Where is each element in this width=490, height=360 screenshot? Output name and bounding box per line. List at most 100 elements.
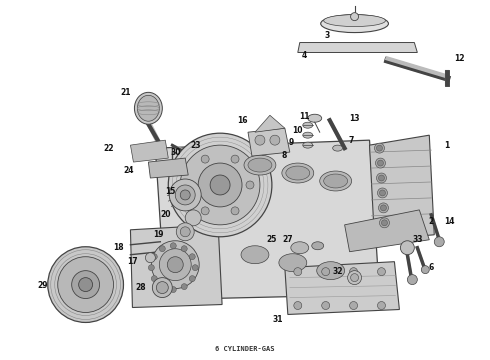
Circle shape	[151, 254, 157, 260]
Text: 7: 7	[349, 136, 354, 145]
Circle shape	[201, 155, 209, 163]
Circle shape	[180, 227, 190, 237]
Circle shape	[180, 190, 190, 200]
Ellipse shape	[248, 158, 272, 172]
Circle shape	[407, 275, 417, 285]
Circle shape	[189, 276, 195, 282]
Ellipse shape	[319, 171, 352, 191]
Circle shape	[167, 257, 183, 273]
Circle shape	[379, 190, 386, 196]
Circle shape	[322, 302, 330, 310]
Text: 32: 32	[332, 267, 343, 276]
Circle shape	[349, 268, 358, 276]
Circle shape	[58, 257, 114, 312]
Circle shape	[350, 274, 359, 282]
Text: 30: 30	[170, 148, 180, 157]
Circle shape	[176, 223, 194, 241]
Ellipse shape	[286, 166, 310, 180]
Circle shape	[375, 158, 386, 168]
Circle shape	[377, 188, 388, 198]
Circle shape	[148, 265, 154, 271]
Circle shape	[180, 145, 260, 225]
Circle shape	[198, 163, 242, 207]
Circle shape	[377, 268, 386, 276]
Text: 10: 10	[293, 126, 303, 135]
Circle shape	[186, 181, 194, 189]
Circle shape	[400, 241, 415, 255]
Circle shape	[185, 210, 201, 226]
Ellipse shape	[303, 132, 313, 138]
Circle shape	[322, 268, 330, 276]
Ellipse shape	[324, 15, 386, 27]
Circle shape	[159, 246, 165, 252]
Text: 4: 4	[302, 51, 307, 60]
Text: 19: 19	[153, 230, 164, 239]
Circle shape	[169, 179, 201, 211]
Text: 1: 1	[444, 141, 450, 150]
Circle shape	[231, 155, 239, 163]
Circle shape	[181, 246, 187, 252]
Circle shape	[378, 203, 389, 213]
Circle shape	[377, 302, 386, 310]
Circle shape	[382, 220, 388, 226]
Circle shape	[349, 302, 358, 310]
Text: 18: 18	[113, 243, 124, 252]
Circle shape	[376, 173, 387, 183]
Circle shape	[378, 175, 385, 181]
Circle shape	[270, 135, 280, 145]
Text: 24: 24	[123, 166, 134, 175]
Circle shape	[421, 266, 429, 274]
Text: 23: 23	[190, 141, 200, 150]
Circle shape	[151, 276, 157, 282]
Text: 12: 12	[454, 54, 465, 63]
Polygon shape	[344, 210, 429, 252]
Text: 13: 13	[349, 114, 360, 123]
Ellipse shape	[333, 145, 343, 151]
Circle shape	[48, 247, 123, 323]
Circle shape	[152, 278, 172, 298]
Ellipse shape	[317, 262, 344, 280]
Text: 2: 2	[429, 217, 434, 226]
Circle shape	[294, 268, 302, 276]
Polygon shape	[130, 225, 222, 307]
Circle shape	[380, 205, 387, 211]
Ellipse shape	[291, 242, 309, 254]
Ellipse shape	[312, 242, 324, 250]
Text: 17: 17	[127, 257, 138, 266]
Circle shape	[159, 249, 191, 280]
Circle shape	[210, 175, 230, 195]
Ellipse shape	[303, 122, 313, 128]
Text: 3: 3	[324, 31, 329, 40]
Polygon shape	[148, 158, 188, 178]
Circle shape	[294, 302, 302, 310]
Ellipse shape	[134, 92, 162, 124]
Polygon shape	[248, 128, 290, 156]
Ellipse shape	[282, 163, 314, 183]
Ellipse shape	[308, 114, 322, 122]
Ellipse shape	[279, 254, 307, 272]
Text: 6: 6	[429, 263, 434, 272]
Circle shape	[347, 271, 362, 285]
Circle shape	[434, 237, 444, 247]
Ellipse shape	[137, 95, 159, 121]
Circle shape	[377, 160, 384, 166]
Circle shape	[231, 207, 239, 215]
Text: 29: 29	[38, 281, 48, 290]
Circle shape	[192, 265, 198, 271]
Circle shape	[151, 241, 199, 289]
Circle shape	[168, 133, 272, 237]
Circle shape	[146, 253, 155, 263]
Text: 27: 27	[283, 235, 293, 244]
Ellipse shape	[321, 15, 389, 32]
Ellipse shape	[244, 155, 276, 175]
Polygon shape	[130, 140, 168, 162]
Text: 9: 9	[288, 138, 294, 147]
Ellipse shape	[241, 246, 269, 264]
Circle shape	[374, 143, 385, 153]
Circle shape	[255, 135, 265, 145]
Text: 25: 25	[267, 235, 277, 244]
Circle shape	[171, 287, 176, 293]
Circle shape	[189, 254, 195, 260]
Text: 22: 22	[103, 144, 114, 153]
Text: 21: 21	[120, 88, 131, 97]
